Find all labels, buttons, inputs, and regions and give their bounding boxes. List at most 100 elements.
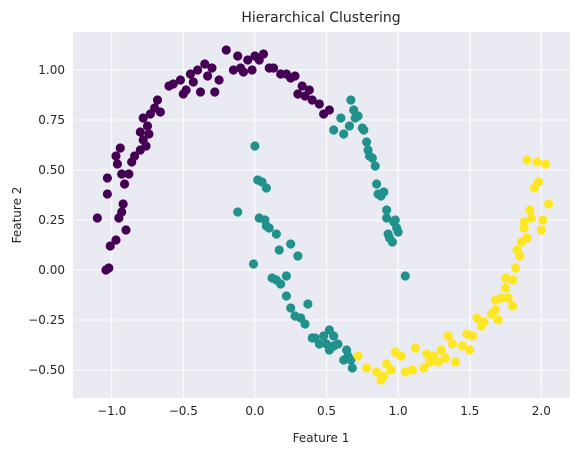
data-point-cluster-0 bbox=[111, 235, 121, 245]
data-point-cluster-1 bbox=[264, 223, 274, 233]
data-point-cluster-1 bbox=[353, 111, 363, 121]
data-point-cluster-1 bbox=[390, 215, 400, 225]
data-point-cluster-2 bbox=[503, 293, 514, 303]
data-point-cluster-0 bbox=[121, 225, 131, 235]
data-point-cluster-1 bbox=[293, 251, 303, 261]
data-point-cluster-0 bbox=[207, 63, 217, 73]
data-point-cluster-0 bbox=[188, 77, 198, 87]
data-point-cluster-0 bbox=[268, 63, 279, 73]
data-point-cluster-1 bbox=[382, 205, 392, 215]
data-point-cluster-1 bbox=[281, 271, 292, 281]
data-point-cluster-1 bbox=[286, 239, 296, 249]
data-point-cluster-0 bbox=[307, 95, 317, 105]
data-point-cluster-0 bbox=[105, 241, 115, 251]
data-point-cluster-0 bbox=[258, 49, 269, 59]
data-point-cluster-2 bbox=[533, 177, 544, 187]
grid-lines bbox=[73, 32, 570, 398]
x-tick-label: 1.0 bbox=[389, 404, 408, 418]
y-tick-labels: −0.50 −0.25 0.00 0.25 0.50 0.75 1.00 bbox=[28, 63, 65, 377]
data-point-cluster-0 bbox=[247, 65, 257, 75]
data-point-cluster-1 bbox=[372, 179, 382, 189]
data-point-cluster-1 bbox=[261, 183, 271, 193]
data-point-cluster-0 bbox=[119, 179, 130, 189]
data-point-cluster-2 bbox=[440, 353, 450, 363]
data-point-cluster-2 bbox=[447, 339, 458, 349]
data-point-cluster-0 bbox=[210, 87, 220, 97]
data-point-cluster-1 bbox=[347, 363, 357, 373]
data-point-cluster-2 bbox=[508, 301, 518, 311]
data-point-cluster-0 bbox=[112, 159, 123, 169]
data-point-cluster-0 bbox=[129, 151, 140, 161]
data-point-cluster-2 bbox=[500, 273, 511, 283]
data-point-cluster-0 bbox=[293, 89, 303, 99]
data-point-cluster-1 bbox=[233, 207, 243, 217]
data-point-cluster-0 bbox=[102, 189, 112, 199]
data-point-cluster-2 bbox=[372, 367, 382, 377]
data-point-cluster-0 bbox=[214, 75, 224, 85]
y-tick-label: −0.50 bbox=[28, 363, 65, 377]
data-point-cluster-0 bbox=[92, 213, 102, 223]
y-tick-label: 0.25 bbox=[38, 213, 65, 227]
data-point-cluster-1 bbox=[329, 331, 339, 341]
data-point-cluster-0 bbox=[155, 107, 165, 117]
data-point-cluster-0 bbox=[200, 59, 210, 69]
data-point-cluster-2 bbox=[522, 155, 532, 165]
data-point-cluster-1 bbox=[382, 213, 392, 223]
data-point-cluster-0 bbox=[243, 55, 253, 65]
data-point-cluster-2 bbox=[379, 371, 389, 381]
data-point-cluster-0 bbox=[138, 113, 148, 123]
data-point-cluster-2 bbox=[362, 363, 372, 373]
data-point-cluster-1 bbox=[286, 303, 296, 313]
data-point-cluster-1 bbox=[300, 319, 310, 329]
data-point-cluster-2 bbox=[500, 283, 511, 293]
data-point-cluster-2 bbox=[532, 157, 542, 167]
data-point-cluster-1 bbox=[393, 227, 403, 237]
data-point-cluster-2 bbox=[538, 215, 548, 225]
data-point-cluster-1 bbox=[248, 259, 259, 269]
data-point-cluster-2 bbox=[543, 199, 554, 209]
data-point-cluster-1 bbox=[276, 279, 286, 289]
data-point-cluster-0 bbox=[304, 85, 314, 95]
data-point-cluster-1 bbox=[346, 355, 356, 365]
data-point-cluster-1 bbox=[367, 153, 377, 163]
data-point-cluster-1 bbox=[339, 129, 349, 139]
data-point-cluster-0 bbox=[115, 143, 125, 153]
data-point-cluster-2 bbox=[443, 331, 453, 341]
data-point-cluster-2 bbox=[510, 263, 521, 273]
data-point-cluster-2 bbox=[457, 341, 468, 351]
y-tick-label: −0.25 bbox=[28, 313, 65, 327]
data-point-cluster-2 bbox=[450, 357, 461, 367]
data-point-cluster-0 bbox=[104, 263, 114, 273]
data-point-cluster-1 bbox=[370, 161, 380, 171]
data-point-cluster-0 bbox=[195, 87, 206, 97]
data-point-cluster-1 bbox=[387, 237, 397, 247]
data-points bbox=[92, 45, 554, 385]
x-tick-label: 0.5 bbox=[317, 404, 336, 418]
data-point-cluster-2 bbox=[407, 365, 418, 375]
data-point-cluster-1 bbox=[359, 125, 369, 135]
data-point-cluster-2 bbox=[386, 365, 396, 375]
data-point-cluster-1 bbox=[319, 331, 329, 341]
x-tick-label: −0.5 bbox=[169, 404, 198, 418]
data-point-cluster-2 bbox=[479, 317, 489, 327]
data-point-cluster-0 bbox=[117, 207, 127, 217]
data-point-cluster-1 bbox=[341, 345, 352, 355]
data-point-cluster-2 bbox=[468, 331, 478, 341]
data-point-cluster-2 bbox=[490, 295, 501, 305]
data-point-cluster-1 bbox=[274, 245, 284, 255]
data-point-cluster-1 bbox=[271, 229, 281, 239]
data-point-cluster-1 bbox=[362, 137, 372, 147]
data-point-cluster-1 bbox=[346, 95, 356, 105]
data-point-cluster-2 bbox=[519, 217, 529, 227]
data-point-cluster-0 bbox=[228, 65, 239, 75]
data-point-cluster-2 bbox=[541, 159, 551, 169]
data-point-cluster-2 bbox=[472, 313, 482, 323]
data-point-cluster-1 bbox=[314, 339, 324, 349]
data-point-cluster-0 bbox=[233, 51, 243, 61]
data-point-cluster-0 bbox=[168, 79, 178, 89]
x-tick-label: 1.5 bbox=[460, 404, 479, 418]
data-point-cluster-1 bbox=[400, 271, 410, 281]
data-point-cluster-0 bbox=[135, 127, 145, 137]
data-point-cluster-0 bbox=[238, 67, 249, 77]
